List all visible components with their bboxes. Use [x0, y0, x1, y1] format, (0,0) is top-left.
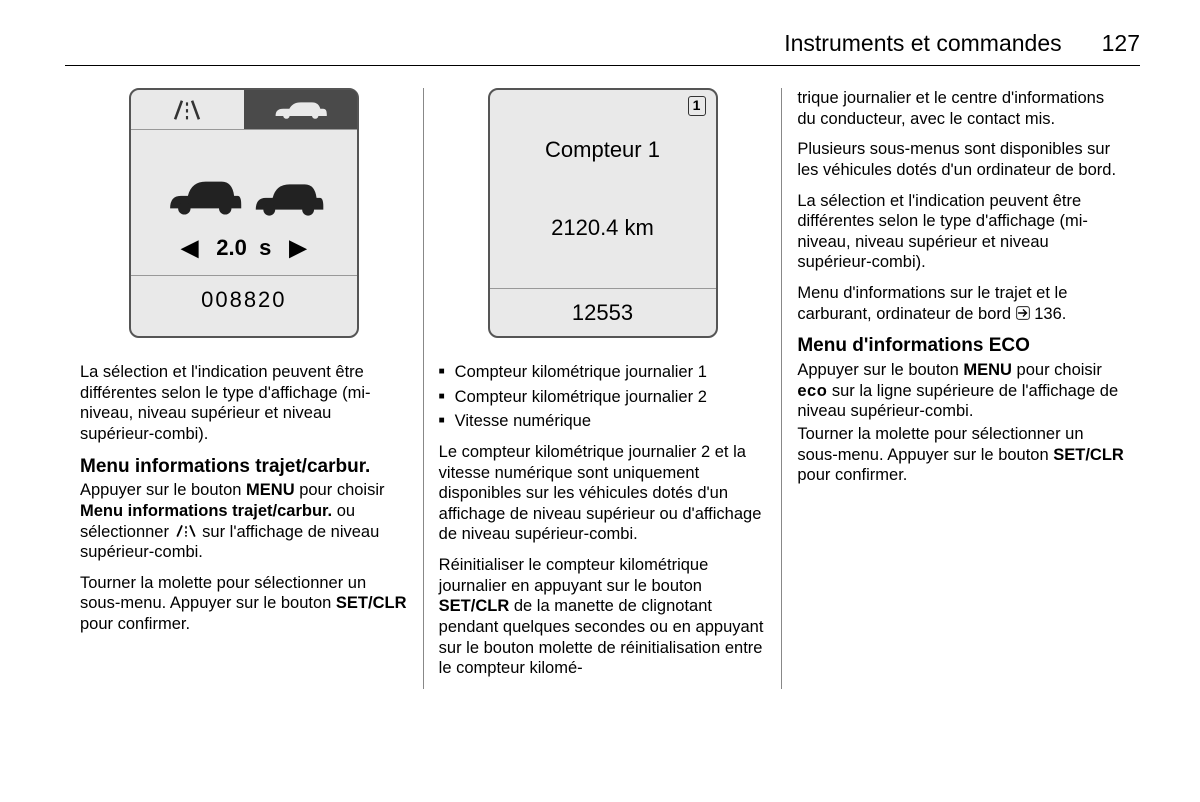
- header-title: Instruments et commandes: [784, 30, 1061, 57]
- col3-paragraph-1: trique journalier et le centre d'informa…: [797, 88, 1125, 129]
- car-front-icon: [249, 174, 325, 220]
- dic-screen-following-distance: ◀ 2.0 s ▶ 008820: [129, 88, 359, 338]
- tab-car-active: [244, 90, 357, 129]
- page-header: Instruments et commandes 127: [65, 30, 1140, 66]
- car-rear-icon: [163, 170, 243, 220]
- col3-heading-eco-menu: Menu d'informations ECO: [797, 334, 1125, 358]
- counter-index-badge: 1: [688, 96, 706, 116]
- col1-paragraph-1: La sélection et l'indication peuvent êtr…: [80, 362, 408, 445]
- col3-paragraph-6: Tourner la molette pour sélectionner un …: [797, 424, 1125, 486]
- counter-value: 2120.4 km: [551, 214, 654, 242]
- odometer-value: 008820: [131, 275, 357, 324]
- col3-paragraph-4: Menu d'informations sur le trajet et le …: [797, 283, 1125, 324]
- trip-submenu-list: Compteur kilométrique journalier 1 Compt…: [439, 362, 767, 432]
- column-1: ◀ 2.0 s ▶ 008820 La sélection et l'indic…: [65, 88, 423, 689]
- lane-assist-inline-icon: [174, 524, 198, 538]
- col3-paragraph-2: Plusieurs sous-menus sont disponibles su…: [797, 139, 1125, 180]
- column-3: trique journalier et le centre d'informa…: [781, 88, 1140, 689]
- gap-value: 2.0 s: [216, 234, 271, 262]
- arrow-right-icon: ▶: [289, 234, 306, 262]
- list-item: Compteur kilométrique journalier 1: [439, 362, 767, 383]
- content-columns: ◀ 2.0 s ▶ 008820 La sélection et l'indic…: [65, 88, 1140, 689]
- counter-bottom-value: 12553: [490, 288, 716, 337]
- col1-paragraph-3: Tourner la molette pour sélectionner un …: [80, 573, 408, 635]
- dic-screen-trip-counter: 1 Compteur 1 2120.4 km 12553: [488, 88, 718, 338]
- page-reference-icon: [1016, 305, 1030, 326]
- col2-paragraph-1: Le compteur kilométrique journalier 2 et…: [439, 442, 767, 545]
- tab-lane-assist: [131, 90, 244, 129]
- col2-paragraph-2: Réinitialiser le compteur kilométrique j…: [439, 555, 767, 679]
- counter-label: Compteur 1: [545, 136, 660, 164]
- col3-paragraph-3: La sélection et l'indication peuvent êtr…: [797, 191, 1125, 274]
- col3-paragraph-5: Appuyer sur le bouton MENU pour choisir …: [797, 360, 1125, 422]
- car-profile-icon: [272, 95, 328, 125]
- list-item: Vitesse numérique: [439, 411, 767, 432]
- col1-heading-trip-menu: Menu informations trajet/carbur.: [80, 455, 408, 479]
- page-number: 127: [1102, 30, 1140, 57]
- list-item: Compteur kilométrique journalier 2: [439, 387, 767, 408]
- col1-paragraph-2: Appuyer sur le bouton MENU pour choisir …: [80, 480, 408, 563]
- lane-assist-icon: [170, 97, 204, 123]
- arrow-left-icon: ◀: [181, 234, 198, 262]
- column-2: 1 Compteur 1 2120.4 km 12553 Compteur ki…: [423, 88, 782, 689]
